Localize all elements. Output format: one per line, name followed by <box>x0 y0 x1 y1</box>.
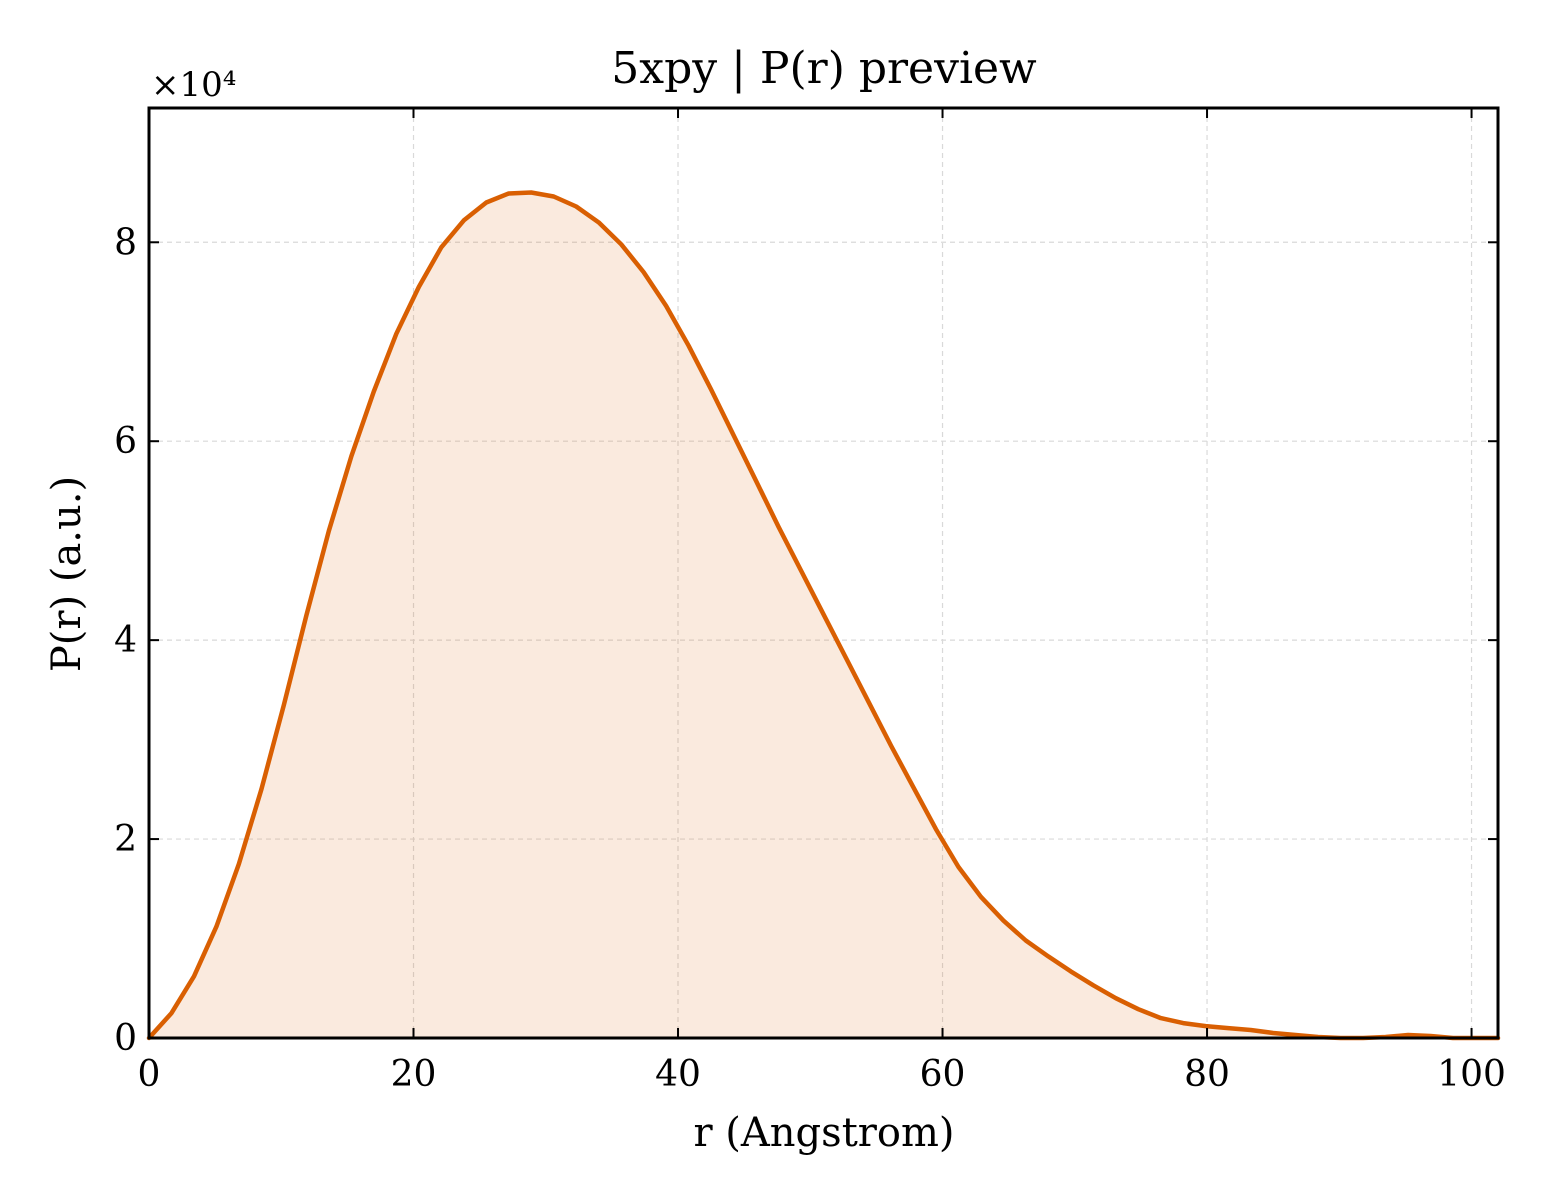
x-tick-label: 100 <box>1437 1054 1506 1095</box>
y-tick-label: 0 <box>114 1018 137 1059</box>
y-tick-label: 8 <box>114 222 137 263</box>
chart-title: 5xpy | P(r) preview <box>611 43 1037 94</box>
x-tick-label: 40 <box>655 1054 701 1095</box>
series-line <box>146 190 1501 1041</box>
x-tick-label: 60 <box>920 1054 966 1095</box>
x-tick-label: 0 <box>138 1054 161 1095</box>
y-axis-label: P(r) (a.u.) <box>44 476 90 672</box>
x-tick-label: 20 <box>391 1054 437 1095</box>
y-tick-label: 2 <box>114 819 137 860</box>
plot-frame <box>147 106 1500 1040</box>
y-multiplier-label: ×10⁴ <box>151 65 236 105</box>
series-layer <box>146 190 1501 1041</box>
x-tick-label: 80 <box>1184 1054 1230 1095</box>
x-axis-label: r (Angstrom) <box>693 1110 954 1156</box>
y-tick-label: 4 <box>114 620 137 661</box>
ticks: 0 20 40 60 80 100 0 2 4 6 8 <box>114 108 1506 1095</box>
y-tick-label: 6 <box>114 421 137 462</box>
